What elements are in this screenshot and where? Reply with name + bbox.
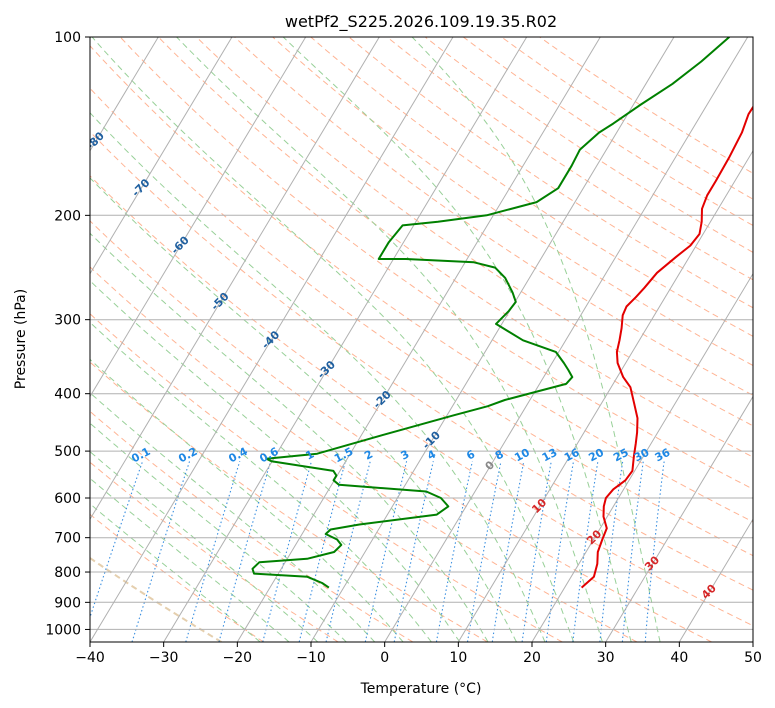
mixing-ratio-line xyxy=(435,461,473,642)
isotherm xyxy=(90,37,233,275)
moist-adiabat xyxy=(411,37,661,642)
x-tick-label: −40 xyxy=(75,650,105,666)
isobars xyxy=(90,37,753,630)
mixing-ratio-line xyxy=(364,461,408,642)
y-tick-label: 700 xyxy=(54,531,81,547)
mixing-ratio-label: 10 xyxy=(512,446,532,465)
isotherm xyxy=(163,37,528,642)
y-tick-label: 400 xyxy=(54,387,81,403)
dry-adiabat xyxy=(157,37,753,458)
dry-adiabat xyxy=(119,37,753,490)
y-axis: 1000 900 800 700 600 500 400 300 200 100 xyxy=(45,30,90,638)
moist-adiabat xyxy=(90,280,461,642)
dry-adiabat xyxy=(90,361,488,642)
isotherm xyxy=(384,37,749,642)
y-tick-label: 900 xyxy=(54,595,81,611)
moist-adiabat xyxy=(282,37,632,642)
profile-series xyxy=(251,37,753,589)
mixing-ratio-label: 20 xyxy=(586,446,606,465)
mixing-ratio-line xyxy=(621,461,644,642)
moist-adiabat xyxy=(176,37,603,642)
isotherm xyxy=(678,518,753,642)
x-tick-label: −30 xyxy=(149,650,179,666)
mixing-ratio-label: 30 xyxy=(632,446,652,465)
mixing-ratio-label: 16 xyxy=(562,446,582,465)
mixing-ratio-label: 36 xyxy=(653,446,673,465)
dry-adiabats xyxy=(90,37,753,642)
isotherm xyxy=(310,37,675,642)
dry-adiabat xyxy=(90,313,563,642)
isotherm xyxy=(605,395,753,642)
moist-adiabat xyxy=(90,177,517,642)
moist-adiabat xyxy=(90,477,290,642)
isotherm xyxy=(457,149,753,642)
x-tick-label: 30 xyxy=(597,650,615,666)
dry-adiabat xyxy=(196,37,753,427)
isotherm xyxy=(531,272,753,642)
isotherms xyxy=(90,37,753,642)
mixing-ratio-line xyxy=(644,461,665,642)
x-tick-label: 50 xyxy=(744,650,762,666)
y-tick-label: 800 xyxy=(54,565,81,581)
dry-adiabat xyxy=(90,266,638,642)
isotherm xyxy=(90,37,454,642)
y-tick-label: 200 xyxy=(54,208,81,224)
dry-adiabat xyxy=(90,175,753,627)
chart-title: wetPf2_S225.2026.109.19.35.R02 xyxy=(285,12,557,32)
dry-adiabat xyxy=(90,220,712,642)
x-axis: −40 −30 −20 −10 0 10 20 30 40 50 xyxy=(75,642,762,666)
moist-adiabat xyxy=(90,450,319,642)
moist-adiabat xyxy=(90,422,347,642)
x-tick-label: 20 xyxy=(523,650,541,666)
isotherm xyxy=(236,37,601,642)
mixing-ratio-label: 25 xyxy=(611,446,631,465)
temperature-profile xyxy=(580,105,753,589)
mixing-ratio-line xyxy=(298,461,346,642)
moist-adiabats xyxy=(90,37,661,642)
isotherm xyxy=(90,37,307,398)
moist-adiabat xyxy=(90,112,546,642)
dry-adiabat xyxy=(348,37,753,309)
y-tick-label: 300 xyxy=(54,313,81,329)
x-tick-label: −20 xyxy=(223,650,253,666)
dry-adiabat xyxy=(90,513,264,642)
moist-adiabat xyxy=(90,321,432,642)
x-tick-label: 40 xyxy=(670,650,688,666)
y-axis-label: Pressure (hPa) xyxy=(13,289,29,389)
mixing-ratio-line xyxy=(393,461,434,642)
y-tick-label: 100 xyxy=(54,30,81,46)
mixing-ratio-line xyxy=(90,461,144,619)
plot-frame xyxy=(89,36,754,643)
y-tick-label: 500 xyxy=(54,444,81,460)
x-tick-label: 0 xyxy=(380,650,389,666)
mixing-ratio-label: 13 xyxy=(540,446,560,465)
isotherm xyxy=(90,37,159,152)
dewpoint-profile xyxy=(251,37,730,589)
mixing-ratio-line xyxy=(599,461,624,642)
moist-adiabat xyxy=(90,392,376,642)
y-tick-label: 600 xyxy=(54,491,81,507)
x-tick-label: 10 xyxy=(449,650,467,666)
y-tick-label: 1000 xyxy=(45,622,81,638)
mixing-ratio-line xyxy=(325,461,371,642)
x-tick-label: −10 xyxy=(296,650,326,666)
isotherm xyxy=(90,37,380,521)
moist-adiabat xyxy=(90,358,404,642)
dry-adiabat xyxy=(310,37,753,337)
x-axis-label: Temperature (°C) xyxy=(360,681,482,697)
moist-adiabat xyxy=(91,37,575,642)
